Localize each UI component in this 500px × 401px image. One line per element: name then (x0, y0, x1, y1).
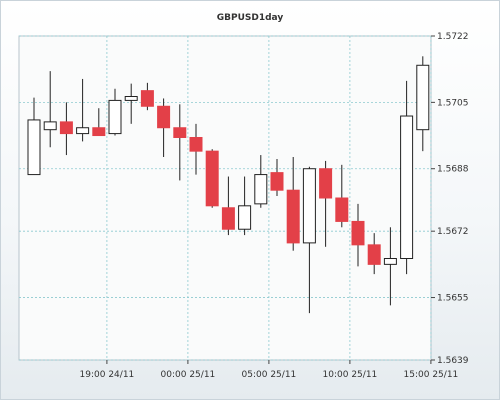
candle (351, 203, 365, 267)
y-tick-label: 1.5639 (437, 356, 469, 366)
candle-body (238, 205, 252, 230)
candle-body (189, 136, 203, 152)
candle-body (367, 244, 381, 265)
candle (254, 155, 268, 208)
candle (157, 98, 171, 158)
candle-body (157, 105, 171, 129)
candle (319, 160, 333, 247)
y-tick-label: 1.5672 (437, 227, 469, 237)
candle (43, 71, 57, 148)
candle (76, 78, 90, 142)
candle (238, 176, 252, 236)
grid-lines (19, 35, 432, 361)
candle (173, 104, 187, 181)
candle (416, 56, 430, 152)
plot-area (18, 35, 432, 361)
candle-body (27, 119, 41, 176)
candle-body (43, 121, 57, 131)
x-tick-label: 10:00 25/11 (323, 370, 378, 380)
x-tick-label: 05:00 25/11 (242, 370, 297, 380)
candle (92, 108, 106, 137)
candle-body (286, 189, 300, 244)
candle (367, 233, 381, 275)
candle-body (140, 90, 154, 107)
y-tick-label: 1.5655 (437, 294, 469, 304)
candle-body (335, 197, 349, 222)
candle-body (173, 127, 187, 138)
candle (383, 227, 397, 306)
candle-body (383, 258, 397, 265)
candle-body (59, 121, 73, 135)
x-axis: 19:00 24/11 00:00 25/11 05:00 25/11 10:00 2… (80, 360, 459, 380)
candle (400, 80, 414, 275)
candle-body (124, 96, 138, 101)
candle-body (416, 64, 430, 131)
candle-body (221, 207, 235, 230)
candle-body (205, 150, 219, 207)
candle (286, 157, 300, 251)
y-tick-label: 1.5688 (437, 165, 469, 175)
candle-body (92, 127, 106, 137)
candle-body (108, 99, 122, 135)
y-tick-label: 1.5722 (437, 32, 469, 42)
candle-body (270, 172, 284, 191)
candle-body (76, 127, 90, 135)
candle (27, 97, 41, 176)
candle (59, 102, 73, 156)
candle-body (400, 115, 414, 260)
candle (124, 83, 138, 124)
y-tick-label: 1.5705 (437, 98, 469, 108)
y-axis: 1.5722 1.5705 1.5688 1.5672 1.5655 1.5639 (431, 32, 469, 366)
candle (302, 166, 316, 314)
candle-body (351, 220, 365, 246)
candle-body (254, 174, 268, 205)
candle (205, 149, 219, 208)
candle (140, 82, 154, 111)
candle (221, 176, 235, 236)
x-tick-label: 00:00 25/11 (161, 370, 216, 380)
candle (189, 123, 203, 175)
x-tick-label: 19:00 24/11 (80, 370, 135, 380)
candle-body (302, 168, 316, 244)
candle (335, 164, 349, 228)
candle (270, 158, 284, 197)
candles (27, 56, 430, 314)
candle-body (319, 168, 333, 199)
x-tick-label: 15:00 25/11 (404, 370, 459, 380)
chart-title: GBPUSD1day (216, 13, 284, 23)
candle (108, 88, 122, 136)
